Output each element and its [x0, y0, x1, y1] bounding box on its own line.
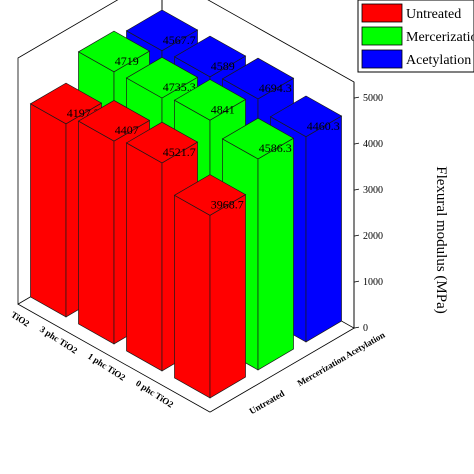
bar-face-left [30, 103, 67, 318]
bar-top [125, 9, 199, 52]
z-tick-mark [353, 326, 360, 329]
z-tick-label: 5000 [363, 93, 383, 104]
z-tick-mark [353, 142, 360, 145]
data-label: 4719 [115, 54, 139, 68]
legend-label: Mercerization [406, 30, 474, 45]
data-label: 4460.3 [307, 119, 340, 133]
data-label: 4521.7 [163, 145, 196, 159]
bar-top [29, 82, 103, 125]
z-tick-label: 3000 [363, 185, 383, 196]
bar-face-left [78, 120, 115, 345]
bar-top [221, 117, 295, 160]
bar-top [77, 30, 151, 73]
legend-swatch [361, 3, 403, 23]
bar-top [125, 56, 199, 99]
bar-top [125, 121, 199, 164]
bar-top [221, 57, 295, 100]
bar-top [173, 79, 247, 121]
category-label: 0 phc TiO2 [134, 378, 176, 410]
bar-top [173, 174, 247, 216]
bar-top [77, 99, 151, 142]
legend: Untreated Mercerization Acetylation [357, 0, 474, 73]
legend-label: Untreated [406, 7, 461, 22]
bar: 3968.7 [173, 174, 247, 399]
bar-face-front [305, 115, 342, 343]
legend-label: Acetylation [406, 53, 471, 68]
data-label: 3968.7 [211, 197, 244, 211]
z-tick-label: 2000 [363, 231, 383, 242]
z-tick-label: 0 [363, 323, 368, 334]
floor-edge-left [17, 303, 211, 413]
z-tick-label: 4000 [363, 139, 383, 150]
treatment-label: Acetylation [343, 330, 386, 361]
treatment-label: Untreated [247, 388, 286, 416]
category-label: TiO2 [9, 309, 32, 328]
legend-swatch [361, 26, 403, 46]
z-axis-label: Flexural modulus (MPa) [433, 166, 449, 314]
z-tick-label: 1000 [363, 277, 383, 288]
legend-swatch [361, 49, 403, 69]
z-tick-mark [353, 234, 360, 237]
data-label: 4589 [211, 59, 235, 73]
category-label: 1 phc TiO2 [86, 351, 128, 383]
bar-face-left [126, 142, 163, 372]
data-label: 4586.3 [259, 141, 292, 155]
floor-edge-right [209, 327, 355, 413]
bar-face-front [209, 193, 246, 399]
z-tick-mark [353, 280, 360, 283]
z-tick-mark [353, 188, 360, 191]
data-label: 4694.3 [259, 81, 292, 95]
data-label: 4735.3 [163, 80, 196, 94]
category-label: 3 phc TiO2 [38, 324, 80, 356]
bar-top [269, 95, 343, 138]
bar-top [173, 35, 247, 78]
data-label: 4567.7 [163, 33, 196, 47]
data-label: 4841 [211, 102, 235, 116]
bar-face-left [174, 194, 211, 399]
bar-face-front [257, 137, 294, 371]
z-tick-mark [353, 96, 360, 99]
data-label: 4407 [115, 123, 139, 137]
